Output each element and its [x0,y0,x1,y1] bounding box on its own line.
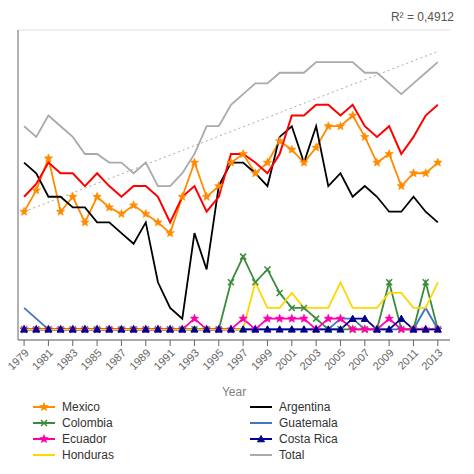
html-text:Ecuador: Ecuador [62,432,107,446]
svg-text:1997: 1997 [224,346,250,372]
svg-text:Year: Year [222,385,246,399]
svg-text:1993: 1993 [176,346,202,372]
svg-text:1979: 1979 [8,346,31,372]
html-text:Guatemala: Guatemala [279,416,338,430]
html-text:Argentina: Argentina [279,400,331,414]
svg-text:2007: 2007 [346,346,372,372]
svg-text:1995: 1995 [200,346,226,372]
svg-text:2001: 2001 [273,346,299,372]
html-text:R² = 0,4912: R² = 0,4912 [391,10,454,24]
svg-text:2005: 2005 [322,346,348,372]
html-text:Total: Total [279,448,305,462]
html-text:Colombia: Colombia [62,416,113,430]
html-text:Mexico: Mexico [62,400,100,414]
svg-text:1989: 1989 [127,346,153,372]
svg-text:1983: 1983 [54,346,80,372]
svg-text:1981: 1981 [30,346,56,372]
svg-text:1991: 1991 [151,346,177,372]
svg-text:2011: 2011 [395,346,420,371]
svg-text:2009: 2009 [370,346,396,372]
svg-text:1987: 1987 [103,346,129,372]
svg-text:1985: 1985 [78,346,104,372]
svg-text:2003: 2003 [297,346,323,372]
svg-text:2013: 2013 [419,346,445,372]
html-text:Honduras: Honduras [62,448,114,462]
svg-text:1999: 1999 [249,346,275,372]
html-text:Costa Rica: Costa Rica [279,432,338,446]
